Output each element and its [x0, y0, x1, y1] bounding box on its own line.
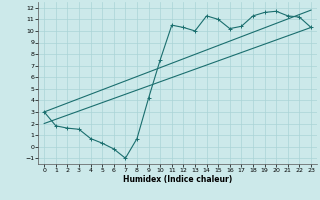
X-axis label: Humidex (Indice chaleur): Humidex (Indice chaleur) [123, 175, 232, 184]
